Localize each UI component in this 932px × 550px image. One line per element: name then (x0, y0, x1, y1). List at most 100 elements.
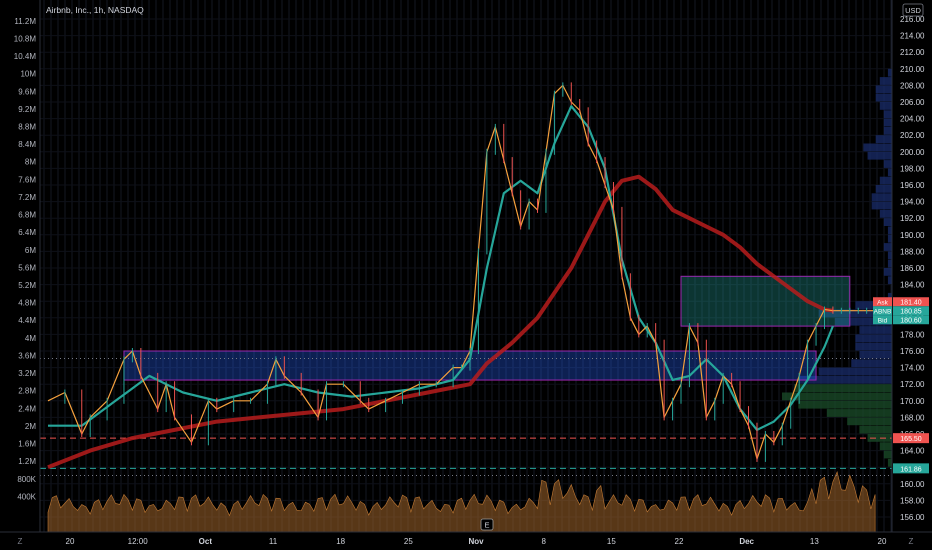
volume-tick-label: 5.2M (18, 281, 36, 290)
profile-bar (883, 450, 892, 459)
left-axis-panel (0, 0, 40, 532)
level-tag-box (893, 433, 929, 444)
profile-bar (887, 292, 892, 301)
price-tick-label: 206.00 (900, 98, 925, 107)
profile-bar (879, 442, 892, 451)
price-tick-label: 204.00 (900, 115, 925, 124)
volume-tick-label: 10M (20, 70, 36, 79)
price-tag-name: ABNB (874, 309, 892, 316)
scale-settings-right-label: Z (909, 537, 914, 546)
profile-bar (887, 259, 892, 268)
profile-bar (859, 351, 892, 359)
profile-bar (887, 234, 892, 243)
profile-bar (887, 226, 892, 235)
profile-bar (798, 375, 892, 384)
volume-tick-label: 4.4M (18, 316, 36, 325)
profile-bar (883, 268, 892, 276)
profile-bar (818, 309, 892, 318)
volume-series (47, 471, 876, 533)
scale-settings-left-label: Z (18, 537, 23, 546)
profile-bar (883, 110, 892, 119)
profile-bar (887, 251, 892, 260)
profile-bar (855, 342, 892, 351)
profile-bar (887, 168, 892, 177)
horizontal-levels (40, 357, 892, 476)
time-tick-label: 18 (336, 537, 345, 546)
profile-bar (887, 68, 892, 77)
volume-tick-label: 800K (17, 475, 36, 484)
price-tick-label: 202.00 (900, 131, 925, 140)
price-tick-label: 174.00 (900, 364, 925, 373)
price-tag-value-box (893, 315, 929, 325)
level-tag-value: 161.86 (900, 466, 922, 473)
profile-bar (794, 384, 892, 392)
time-tick-label: 11 (269, 537, 278, 546)
volume-tick-label: 7.6M (18, 175, 36, 184)
time-tick-label: 13 (810, 537, 819, 546)
currency-badge[interactable]: USD (902, 3, 924, 17)
profile-bar (875, 93, 892, 102)
price-tick-label: 216.00 (900, 15, 925, 24)
price-tick-label: 172.00 (900, 380, 925, 389)
scale-settings-left-button[interactable]: Z (18, 537, 23, 546)
volume-tick-label: 1.2M (18, 457, 36, 466)
volume-tick-label: 1.6M (18, 440, 36, 449)
profile-bar (883, 218, 892, 226)
time-tick-label: 20 (66, 537, 75, 546)
volume-tick-label: 6M (25, 246, 36, 255)
profile-bar (826, 409, 892, 417)
volume-tick-label: 5.6M (18, 263, 36, 272)
price-tick-label: 158.00 (900, 496, 925, 505)
volume-tick-label: 8.8M (18, 122, 36, 131)
volume-tick-label: 4M (25, 334, 36, 343)
scale-settings-right-button[interactable]: Z (909, 537, 914, 546)
time-tick-label: Dec (739, 537, 754, 546)
time-axis: 20 12:00 Oct 11 18 25 Nov 8 15 22 Dec 13 20 (66, 537, 887, 546)
time-tick-label: 25 (404, 537, 413, 546)
volume-tick-label: 8M (25, 158, 36, 167)
price-tag-value: 181.40 (900, 300, 922, 307)
price-tick-label: 208.00 (900, 81, 925, 90)
time-tick-label: 20 (878, 537, 887, 546)
volume-tick-label: 4.8M (18, 299, 36, 308)
price-tick-label: 186.00 (900, 264, 925, 273)
level-tag-box (893, 463, 929, 474)
profile-bar (834, 317, 892, 326)
profile-bar (887, 458, 892, 467)
price-tick-label: 176.00 (900, 347, 925, 356)
price-tick-label: 164.00 (900, 447, 925, 456)
price-tick-label: 160.00 (900, 480, 925, 489)
time-tick-label: 22 (675, 537, 684, 546)
volume-tick-label: 8.4M (18, 140, 36, 149)
time-tick-label: Oct (199, 537, 213, 546)
price-tick-label: 194.00 (900, 198, 925, 207)
price-tick-label: 212.00 (900, 48, 925, 57)
volume-tick-label: 6.4M (18, 228, 36, 237)
profile-bar (867, 434, 892, 442)
volume-tick-label: 7.2M (18, 193, 36, 202)
time-tick-label: 12:00 (128, 537, 149, 546)
price-tick-label: 184.00 (900, 281, 925, 290)
volume-tick-label: 11.2M (14, 17, 36, 26)
price-tick-label: 156.00 (900, 513, 925, 522)
volume-tick-label: 3.2M (18, 369, 36, 378)
price-tick-label: 192.00 (900, 214, 925, 223)
profile-bar (871, 193, 892, 202)
price-tick-label: 210.00 (900, 65, 925, 74)
earnings-marker[interactable]: E (480, 518, 494, 531)
profile-bar (851, 359, 892, 368)
price-tag-value: 180.60 (900, 318, 922, 325)
price-tick-label: 170.00 (900, 397, 925, 406)
profile-bar (879, 77, 892, 85)
profile-bar (867, 151, 892, 160)
profile-bar (859, 326, 892, 334)
profile-bar (883, 126, 892, 135)
price-tag-value-box (893, 297, 929, 307)
volume-tick-label: 2.4M (18, 404, 36, 413)
profile-bar (883, 160, 892, 168)
price-tag-box (873, 306, 892, 316)
profile-bar (855, 334, 892, 343)
profile-bar (879, 209, 892, 218)
